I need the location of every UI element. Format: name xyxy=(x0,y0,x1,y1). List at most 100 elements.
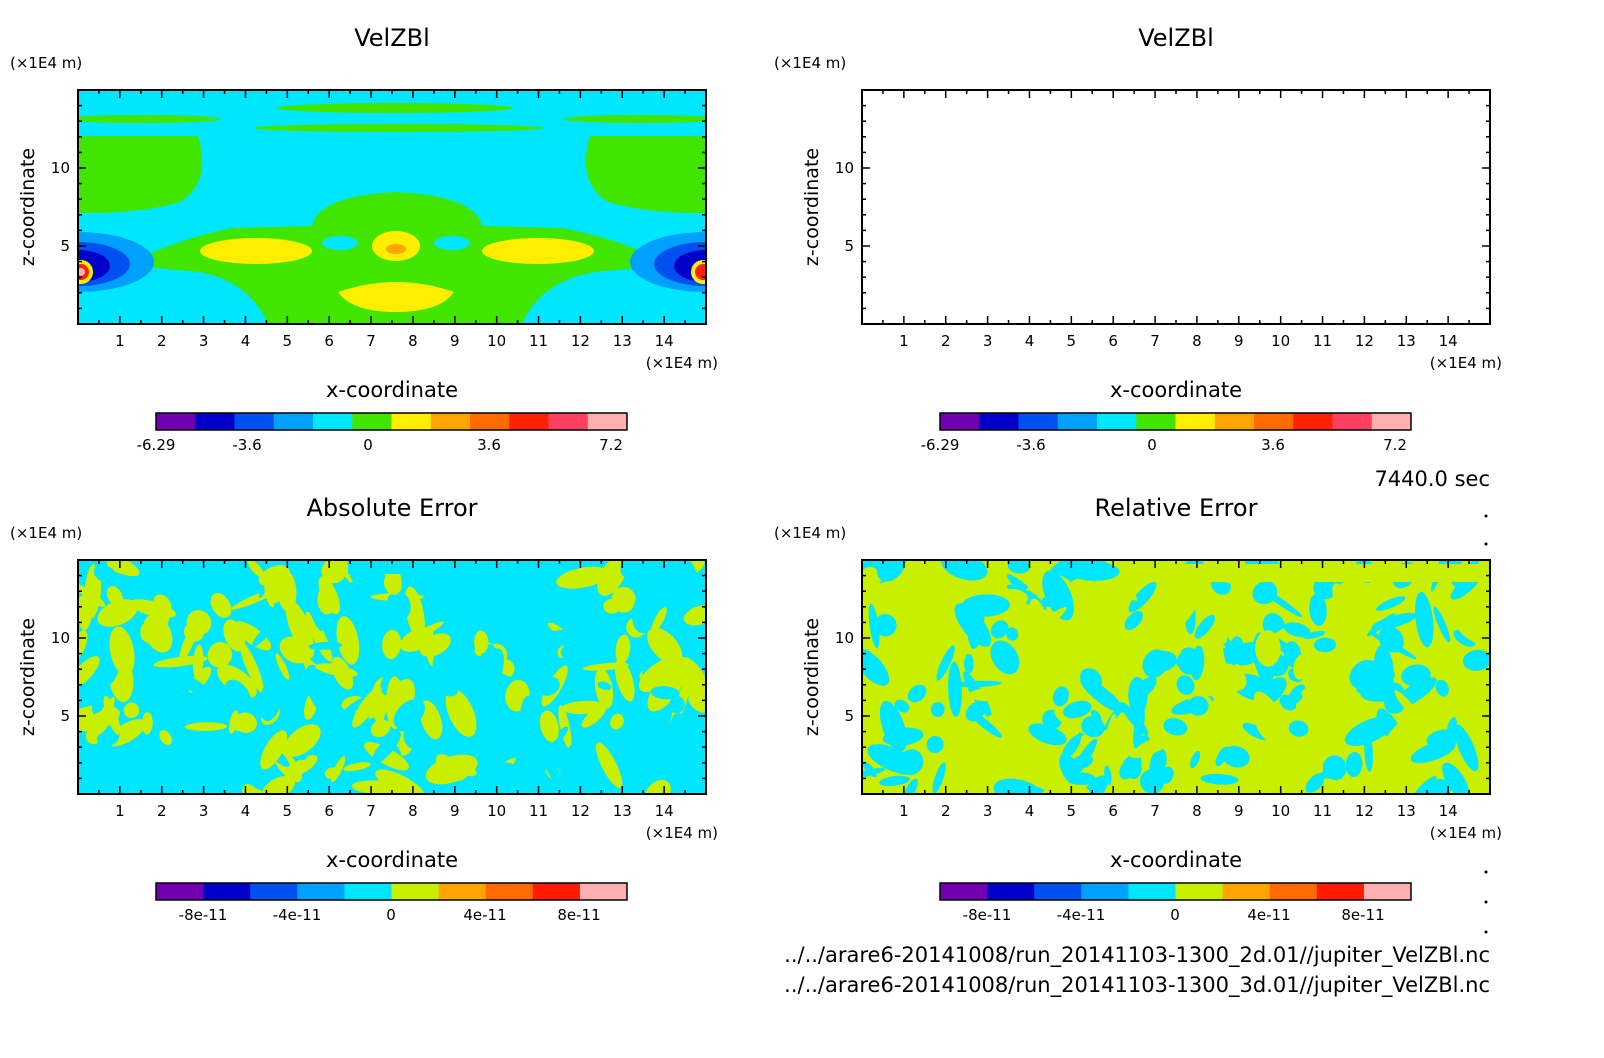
contour-blob xyxy=(1029,598,1045,621)
contour-blob xyxy=(1023,607,1067,641)
contour-blob xyxy=(259,674,284,722)
contour-blob xyxy=(1415,591,1434,648)
contour-blob xyxy=(502,719,511,762)
x-tick-label: 5 xyxy=(283,332,293,350)
contour-blob xyxy=(898,587,936,609)
contour-blob xyxy=(1376,596,1406,611)
colorbar-swatch xyxy=(532,883,581,900)
contour-blob xyxy=(572,705,597,756)
y-unit-label: (×1E4 m) xyxy=(774,524,846,542)
contour-blob xyxy=(1301,685,1327,699)
colorbar-tick-label: 8e-11 xyxy=(1341,906,1384,924)
contour-blob xyxy=(1080,668,1103,690)
contour-cell xyxy=(482,238,594,264)
contour-blob xyxy=(1462,649,1490,671)
panel-title: VelZBl xyxy=(1138,24,1214,52)
contour-cell xyxy=(1156,231,1204,261)
contour-blob xyxy=(1323,778,1362,794)
contour-blob xyxy=(1283,622,1311,638)
x-tick-label: 13 xyxy=(1397,332,1416,350)
contour-blob xyxy=(533,628,587,642)
contour-blob xyxy=(1394,690,1426,727)
contour-blob xyxy=(862,648,890,686)
y-axis-ticks: 5 10 xyxy=(835,89,1490,325)
contour-blob xyxy=(1454,724,1479,772)
contour-blob xyxy=(675,721,691,744)
colorbar-swatch xyxy=(344,883,392,900)
contour-blob xyxy=(111,769,149,792)
panel-title: VelZBl xyxy=(354,24,430,52)
contour-band xyxy=(1037,124,1327,132)
contour-blob xyxy=(308,641,343,650)
panel-title: Relative Error xyxy=(1095,494,1258,522)
contour-blob xyxy=(393,699,425,730)
contour-blob xyxy=(588,701,618,740)
contour-blob xyxy=(566,742,590,765)
contour-blob xyxy=(1293,654,1309,680)
contour-blob xyxy=(1159,766,1174,784)
contour-blob xyxy=(867,744,919,775)
x-tick-label: 12 xyxy=(1355,332,1374,350)
colorbar-frame xyxy=(155,412,628,431)
contour-blob xyxy=(404,586,425,639)
colorbar-swatch xyxy=(1034,883,1082,900)
contour-blob xyxy=(1309,593,1327,626)
contour-band xyxy=(253,124,543,132)
colorbar-tick-label: -6.29 xyxy=(921,436,960,454)
contour-blob xyxy=(1052,686,1069,707)
contour-blob xyxy=(1214,663,1247,692)
contour-region xyxy=(78,136,203,214)
contour-blob xyxy=(419,633,451,657)
contour-blob xyxy=(921,618,954,655)
contour-blob xyxy=(1104,713,1117,755)
contour-blob xyxy=(1344,716,1394,747)
contour-blob xyxy=(1173,620,1182,663)
x-tick-label: 12 xyxy=(571,802,590,820)
colorbar-swatch xyxy=(1175,413,1216,430)
x-tick-label: 4 xyxy=(1025,802,1035,820)
contour-blob xyxy=(1423,779,1452,794)
contour-blob xyxy=(862,761,877,778)
contour-blob xyxy=(159,730,172,746)
contour-blob xyxy=(91,560,110,586)
contour-blob xyxy=(1061,734,1082,760)
colorbar-swatch xyxy=(1136,413,1176,430)
colorbar-swatch xyxy=(297,883,345,900)
contour-blob xyxy=(135,667,154,690)
contour-blob xyxy=(964,653,974,674)
colorbar-swatch xyxy=(987,883,1035,900)
contour-blob xyxy=(97,599,138,627)
contour-field xyxy=(78,90,706,324)
y-tick-label: 10 xyxy=(835,629,854,647)
y-tick-label: 5 xyxy=(60,237,70,255)
colorbar: -6.29 -3.6 0 3.6 7.2 xyxy=(137,412,628,454)
contour-blob xyxy=(1435,679,1449,697)
y-axis-label: z-coordinate xyxy=(17,148,39,266)
contour-blob xyxy=(351,780,407,794)
contour-blob xyxy=(1126,758,1142,780)
x-tick-label: 11 xyxy=(1313,332,1332,350)
colorbar-swatch xyxy=(470,413,510,430)
y-axis-ticks: 5 10 xyxy=(51,559,706,795)
contour-blob xyxy=(221,757,263,789)
contour-blob xyxy=(632,591,658,634)
colorbar-tick-label: 0 xyxy=(363,436,373,454)
contour-blob xyxy=(1104,746,1124,768)
contour-blob xyxy=(1283,734,1318,747)
contour-blob xyxy=(651,607,667,633)
x-tick-label: 14 xyxy=(1439,802,1458,820)
dot xyxy=(1484,900,1488,904)
x-tick-label: 2 xyxy=(941,802,951,820)
contour-blob xyxy=(692,740,706,759)
colorbar-tick-label: 8e-11 xyxy=(557,906,600,924)
contour-blob xyxy=(329,716,359,728)
contour-blob xyxy=(1028,723,1067,746)
x-tick-label: 8 xyxy=(408,332,418,350)
contour-blob xyxy=(1378,626,1404,653)
contour-band xyxy=(848,115,1004,123)
colorbar-swatch xyxy=(1332,413,1373,430)
panel-velzbl-left: VelZBl (×1E4 m) xyxy=(10,24,718,454)
contour-blob xyxy=(951,680,1002,688)
contour-blob xyxy=(234,712,257,733)
contour-blob xyxy=(595,742,623,789)
